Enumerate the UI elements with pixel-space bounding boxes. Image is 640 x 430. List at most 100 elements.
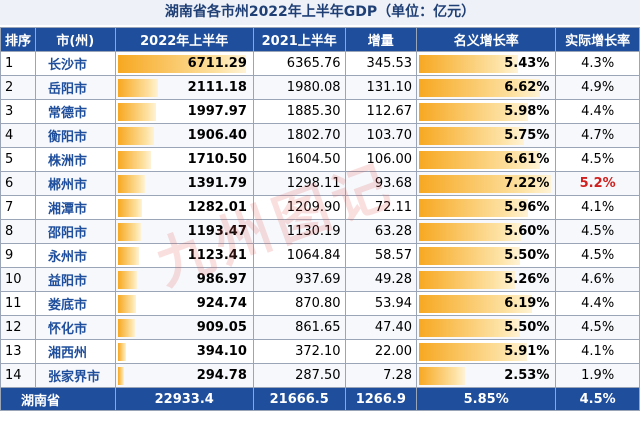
increase-cell: 103.70	[344, 123, 418, 148]
rate-bar	[419, 223, 522, 241]
gdp-2022-cell: 1123.41	[114, 243, 254, 268]
total-gdp-2021: 21666.5	[252, 387, 346, 411]
gdp-value-label: 1391.79	[187, 176, 247, 191]
table-row: 14 张家界市 294.78 287.50 7.28 2.53% 1.9%	[0, 363, 640, 388]
real-rate-cell: 4.5%	[555, 147, 640, 172]
header-city: 市(州)	[35, 27, 116, 52]
total-row: 湖南省 22933.4 21666.5 1266.9 5.85% 4.5%	[0, 387, 640, 411]
nominal-rate-cell: 5.75%	[416, 123, 557, 148]
gdp-bar	[117, 247, 139, 265]
gdp-2021-cell: 861.65	[252, 315, 346, 340]
header-rank: 排序	[0, 27, 37, 52]
rate-bar	[419, 55, 519, 73]
nominal-rate-cell: 5.98%	[416, 99, 557, 124]
city-cell: 长沙市	[35, 51, 116, 76]
gdp-bar	[117, 151, 151, 169]
rate-value-label: 5.75%	[504, 128, 550, 143]
increase-cell: 58.57	[344, 243, 418, 268]
gdp-bar	[117, 367, 124, 385]
increase-cell: 345.53	[344, 51, 418, 76]
credit-text: @九州图记	[569, 411, 630, 425]
increase-cell: 7.28	[344, 363, 418, 388]
gdp-2022-cell: 1997.97	[114, 99, 254, 124]
total-real-rate: 4.5%	[555, 387, 640, 411]
gdp-value-label: 1997.97	[187, 104, 247, 119]
gdp-value-label: 1123.41	[187, 248, 247, 263]
nominal-rate-cell: 5.50%	[416, 315, 557, 340]
nominal-rate-cell: 5.91%	[416, 339, 557, 364]
gdp-value-label: 1282.01	[187, 200, 247, 215]
total-increase: 1266.9	[344, 387, 418, 411]
increase-cell: 22.00	[344, 339, 418, 364]
table-row: 12 怀化市 909.05 861.65 47.40 5.50% 4.5%	[0, 315, 640, 340]
rate-value-label: 5.43%	[504, 56, 550, 71]
city-cell: 衡阳市	[35, 123, 116, 148]
gdp-table: 排序 市(州) 2022年上半年 2021上半年 增量 名义增长率 实际增长率 …	[0, 27, 640, 411]
header-increase: 增量	[344, 27, 418, 52]
gdp-2021-cell: 1802.70	[252, 123, 346, 148]
table-row: 6 郴州市 1391.79 1298.11 93.68 7.22% 5.2%	[0, 171, 640, 196]
rank-cell: 2	[0, 75, 37, 100]
nominal-rate-cell: 7.22%	[416, 171, 557, 196]
table-body: 1 长沙市 6711.29 6365.76 345.53 5.43% 4.3% 2 岳阳市 211…	[0, 51, 640, 388]
rate-bar	[419, 79, 541, 97]
gdp-value-label: 294.78	[196, 368, 247, 383]
table-row: 9 永州市 1123.41 1064.84 58.57 5.50% 4.5%	[0, 243, 640, 268]
gdp-value-label: 909.05	[196, 320, 247, 335]
table-row: 8 邵阳市 1193.47 1130.19 63.28 5.60% 4.5%	[0, 219, 640, 244]
gdp-2021-cell: 1298.11	[252, 171, 346, 196]
rank-cell: 9	[0, 243, 37, 268]
rank-cell: 5	[0, 147, 37, 172]
gdp-bar	[117, 343, 126, 361]
gdp-value-label: 394.10	[196, 344, 247, 359]
gdp-2021-cell: 1130.19	[252, 219, 346, 244]
real-rate-cell: 4.5%	[555, 219, 640, 244]
real-rate-cell: 5.2%	[555, 171, 640, 196]
increase-cell: 53.94	[344, 291, 418, 316]
gdp-bar	[117, 127, 154, 145]
rate-value-label: 5.50%	[504, 248, 550, 263]
gdp-2021-cell: 287.50	[252, 363, 346, 388]
gdp-bar	[117, 103, 156, 121]
total-gdp-2022: 22933.4	[114, 387, 254, 411]
gdp-2021-cell: 1209.90	[252, 195, 346, 220]
rate-bar	[419, 175, 552, 193]
rate-value-label: 6.62%	[504, 80, 550, 95]
city-cell: 邵阳市	[35, 219, 116, 244]
city-cell: 岳阳市	[35, 75, 116, 100]
gdp-value-label: 1193.47	[187, 224, 247, 239]
gdp-2022-cell: 1391.79	[114, 171, 254, 196]
gdp-2021-cell: 372.10	[252, 339, 346, 364]
gdp-bar	[117, 295, 136, 313]
gdp-2022-cell: 6711.29	[114, 51, 254, 76]
city-cell: 湘西州	[35, 339, 116, 364]
increase-cell: 106.00	[344, 147, 418, 172]
rate-bar	[419, 199, 529, 217]
gdp-2021-cell: 937.69	[252, 267, 346, 292]
total-label: 湖南省	[0, 387, 116, 411]
real-rate-cell: 4.1%	[555, 339, 640, 364]
gdp-value-label: 6711.29	[187, 56, 247, 71]
increase-cell: 93.68	[344, 171, 418, 196]
gdp-2022-cell: 924.74	[114, 291, 254, 316]
rank-cell: 12	[0, 315, 37, 340]
gdp-2022-cell: 2111.18	[114, 75, 254, 100]
city-cell: 张家界市	[35, 363, 116, 388]
rate-value-label: 6.19%	[504, 296, 550, 311]
rate-bar	[419, 367, 466, 385]
gdp-2022-cell: 1193.47	[114, 219, 254, 244]
nominal-rate-cell: 6.19%	[416, 291, 557, 316]
header-row: 排序 市(州) 2022年上半年 2021上半年 增量 名义增长率 实际增长率	[0, 27, 640, 52]
increase-cell: 49.28	[344, 267, 418, 292]
total-nominal-rate: 5.85%	[416, 387, 557, 411]
real-rate-cell: 4.1%	[555, 195, 640, 220]
rank-cell: 1	[0, 51, 37, 76]
rank-cell: 8	[0, 219, 37, 244]
rank-cell: 4	[0, 123, 37, 148]
real-rate-cell: 4.6%	[555, 267, 640, 292]
gdp-2021-cell: 1064.84	[252, 243, 346, 268]
increase-cell: 112.67	[344, 99, 418, 124]
nominal-rate-cell: 6.61%	[416, 147, 557, 172]
rate-bar	[419, 319, 521, 337]
